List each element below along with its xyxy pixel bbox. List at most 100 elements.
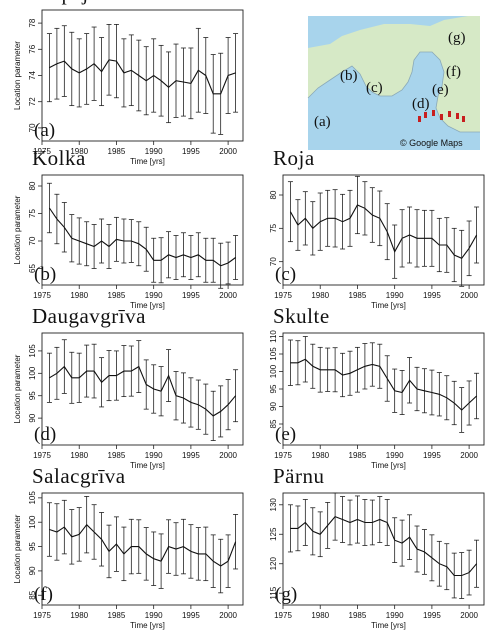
y-axis-label: Location parameter [13,354,22,423]
chart-panels: 1975 1980 1985 1990 1995 2000 70 72 74 76 78 Time [… [13,0,485,630]
plot-frame [41,174,244,286]
panel-letter: (e) [275,424,296,445]
x-tick-label: 1980 [70,291,88,300]
x-tick-label: 1980 [311,451,329,460]
x-tick-label: 1995 [423,291,441,300]
x-axis-label: Time [yrs] [130,621,165,630]
x-tick-label: 2000 [460,451,478,460]
y-tick-label: 110 [269,330,278,343]
map-marker-4 [456,113,459,119]
chart-e: 1975 1980 1985 1990 1995 2000 85 90 95 100 105 110 T… [269,304,485,470]
map-label-d: (d) [412,96,430,112]
map-marker-6 [462,116,465,122]
y-tick-label: 115 [269,586,278,599]
series-line [49,523,237,567]
x-tick-label: 1985 [349,291,367,300]
chart-c: 1975 1980 1985 1990 1995 2000 70 75 80 Time [yrs]… [269,146,485,310]
x-tick-label: 1995 [423,451,441,460]
map-label-e: (e) [432,82,449,98]
x-tick-label: 1975 [33,611,51,620]
map-inset: (g) (b) (c) (f) (e) (d) (a) © Google Map… [307,16,480,150]
panel-letter: (g) [275,584,297,605]
y-axis-label: Location parameter [13,41,22,110]
map-marker-3 [448,111,451,117]
x-tick-label: 1990 [386,611,404,620]
panel-letter: (a) [34,120,55,141]
panel-letter: (c) [275,264,296,285]
x-tick-label: 1985 [108,291,126,300]
y-axis-label: Location parameter [13,514,22,583]
x-tick-label: 1975 [33,291,51,300]
x-tick-label: 1975 [274,291,292,300]
y-tick-label: 70 [28,123,37,132]
y-tick-label: 70 [28,236,37,245]
panel-letter: (f) [34,584,53,605]
y-tick-label: 95 [269,384,278,393]
y-tick-label: 95 [28,391,37,400]
x-tick-label: 2000 [219,611,237,620]
y-tick-label: 105 [28,491,37,505]
x-tick-label: 1990 [145,611,163,620]
y-tick-label: 75 [28,209,37,218]
y-tick-label: 105 [28,344,37,358]
map-label-b: (b) [340,68,358,84]
plot-frame [41,332,244,446]
x-tick-label: 1980 [70,451,88,460]
station-title: Liepāja [32,0,99,5]
x-tick-label: 1975 [33,147,51,156]
y-tick-label: 65 [28,264,37,273]
x-tick-label: 1995 [182,147,200,156]
chart-d: 1975 1980 1985 1990 1995 2000 90 95 100 105 Time [… [13,304,244,470]
x-tick-label: 1985 [349,611,367,620]
series-line [49,365,237,417]
map-marker-5 [418,116,421,122]
map-credit: © Google Maps [400,138,463,148]
map-marker-1 [432,110,435,116]
x-tick-label: 1985 [349,451,367,460]
map-marker-0 [424,112,427,118]
x-tick-label: 1980 [70,147,88,156]
x-tick-label: 1995 [182,291,200,300]
plot-frame [41,492,244,606]
y-tick-label: 80 [269,190,278,199]
map-coastline [307,51,480,133]
station-title: Salacgrīva [32,464,126,488]
x-tick-label: 1980 [70,611,88,620]
series-line [290,515,478,577]
y-tick-label: 90 [269,402,278,411]
x-tick-label: 2000 [219,147,237,156]
x-tick-label: 1995 [182,611,200,620]
x-tick-label: 2000 [460,611,478,620]
x-tick-label: 1990 [386,451,404,460]
x-tick-label: 1975 [33,451,51,460]
y-tick-label: 100 [28,366,37,380]
y-tick-label: 85 [269,419,278,428]
map-label-g: (g) [448,30,466,46]
series-line [289,204,478,259]
x-axis-label: Time [yrs] [130,461,165,470]
station-title: Skulte [273,304,330,328]
chart-g: 1975 1980 1985 1990 1995 2000 115 120 125 130 Time… [269,464,485,630]
x-axis-label: Time [yrs] [130,301,165,310]
y-tick-label: 125 [269,527,278,541]
map-label-c: (c) [366,80,383,96]
y-tick-label: 100 [269,364,278,378]
x-tick-label: 1985 [108,147,126,156]
map-label-f: (f) [446,64,461,80]
x-tick-label: 1990 [386,291,404,300]
map-markers [418,110,465,122]
x-tick-label: 2000 [219,451,237,460]
y-tick-label: 120 [269,557,278,571]
station-title: Kolka [32,146,86,170]
x-tick-label: 1980 [311,611,329,620]
x-axis-label: Time [yrs] [371,301,406,310]
y-tick-label: 100 [28,515,37,529]
chart-f: 1975 1980 1985 1990 1995 2000 85 90 95 100 105 Time… [13,464,244,630]
plot-frame [282,174,485,286]
panel-letter: (d) [34,424,56,445]
y-tick-label: 74 [28,71,37,80]
y-tick-label: 130 [269,498,278,512]
panel-letter: (b) [34,264,56,285]
x-tick-label: 2000 [460,291,478,300]
